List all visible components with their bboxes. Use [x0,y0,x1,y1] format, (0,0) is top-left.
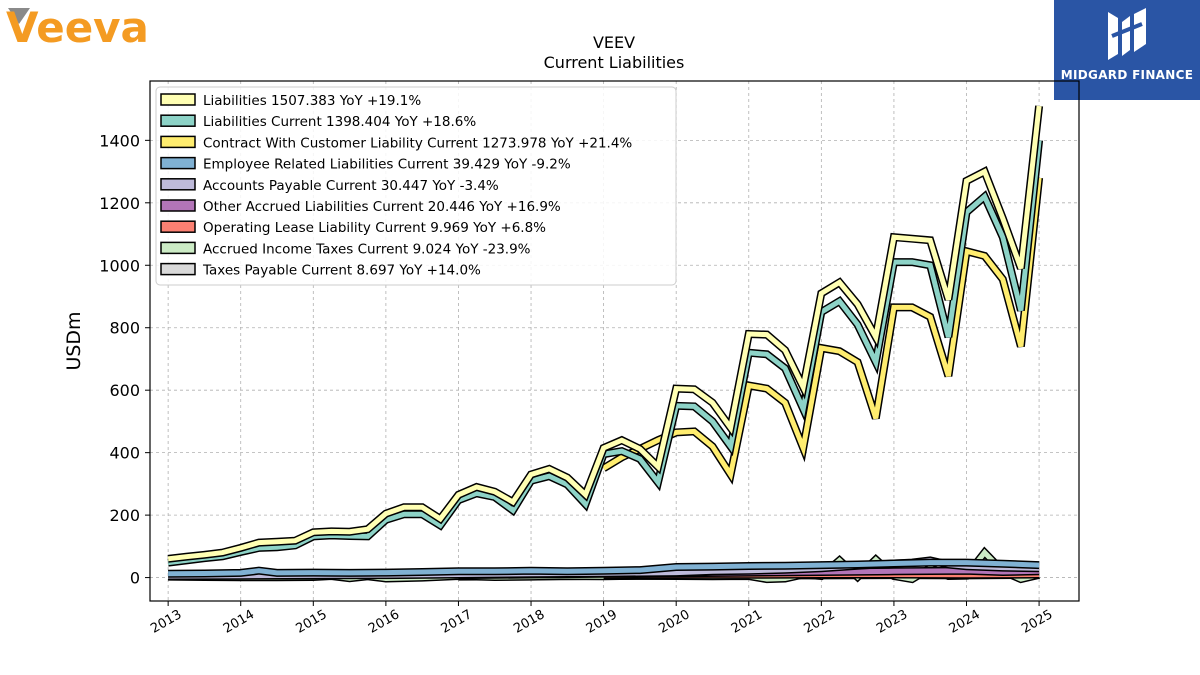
y-tick-label: 1400 [99,131,140,150]
x-tick-label: 2023 [874,607,910,637]
series-layer [167,105,1044,584]
x-tick-label: 2022 [802,607,838,637]
x-tick-label: 2024 [947,607,983,637]
y-tick-label: 800 [109,319,140,338]
x-tick-label: 2013 [148,607,184,637]
series-line-contract-with-customer-liability-current [602,177,1042,482]
series-line-employee-related-liabilities-current [168,560,1040,577]
legend-label-accrued-income-taxes-current: Accrued Income Taxes Current 9.024 YoY -… [203,241,531,257]
x-tick-label: 2014 [221,607,257,637]
legend-label-other-accrued-liabilities-current: Other Accrued Liabilities Current 20.446… [203,199,561,215]
legend-label-contract-with-customer-liability-current: Contract With Customer Liability Current… [203,135,632,151]
legend-swatch-accounts-payable-current [160,178,196,191]
y-tick-label: 200 [109,506,140,525]
y-axis-label: USDm [63,311,85,370]
legend-swatch-employee-related-liabilities-current [160,156,196,170]
y-tick-label: 1000 [99,256,140,275]
x-tick-label: 2018 [511,607,547,637]
legend-swatch-liabilities-current [160,114,196,127]
midgard-emblem-icon [1108,8,1146,60]
midgard-finance-logo: MIDGARD FINANCE [1054,0,1200,100]
midgard-finance-brand-text: MIDGARD FINANCE [1060,68,1194,82]
legend-swatch-taxes-payable-current [160,262,196,276]
legend-swatch-contract-with-customer-liability-current [160,135,196,149]
x-tick-label: 2020 [656,607,692,637]
x-tick-label: 2025 [1019,607,1055,637]
legend-box [155,86,677,286]
x-tick-label: 2017 [439,607,475,637]
y-tick-label: 1200 [99,194,140,213]
x-tick-label: 2019 [584,607,620,637]
y-tick-label: 0 [130,569,140,588]
y-axis-ticks: 0 200 400 600 800 1000 1200 1400 [99,131,150,588]
legend-swatch-operating-lease-liability-current [160,220,196,233]
plot-frame [149,80,1080,602]
legend: Liabilities 1507.383 YoY +19.1% Liabiliti… [155,86,677,286]
legend-swatch-other-accrued-liabilities-current [160,199,196,212]
veeva-logo: Veeva [6,3,149,48]
chart-subtitle: Current Liabilities [544,53,685,72]
chart-title: VEEV [593,33,635,52]
legend-label-taxes-payable-current: Taxes Payable Current 8.697 YoY +14.0% [202,263,481,279]
legend-label-liabilities: Liabilities 1507.383 YoY +19.1% [203,93,421,109]
x-tick-label: 2016 [366,607,402,637]
x-axis-ticks: 2013 2014 2015 2016 2017 2018 2019 2020 2021 2022… [148,601,1055,637]
legend-label-accounts-payable-current: Accounts Payable Current 30.447 YoY -3.4… [203,178,499,194]
x-tick-label: 2015 [293,607,329,637]
x-tick-label: 2021 [729,607,765,637]
legend-swatch-accrued-income-taxes-current [160,241,196,255]
y-tick-label: 600 [109,381,140,400]
legend-label-employee-related-liabilities-current: Employee Related Liabilities Current 39.… [203,157,571,173]
veeva-logo-text: Veeva [6,3,149,48]
y-tick-label: 400 [109,444,140,463]
series-line-liabilities [167,105,1042,562]
legend-label-liabilities-current: Liabilities Current 1398.404 YoY +18.6% [203,114,476,130]
legend-swatch-liabilities [160,93,196,106]
legend-label-operating-lease-liability-current: Operating Lease Liability Current 9.969 … [203,220,546,236]
